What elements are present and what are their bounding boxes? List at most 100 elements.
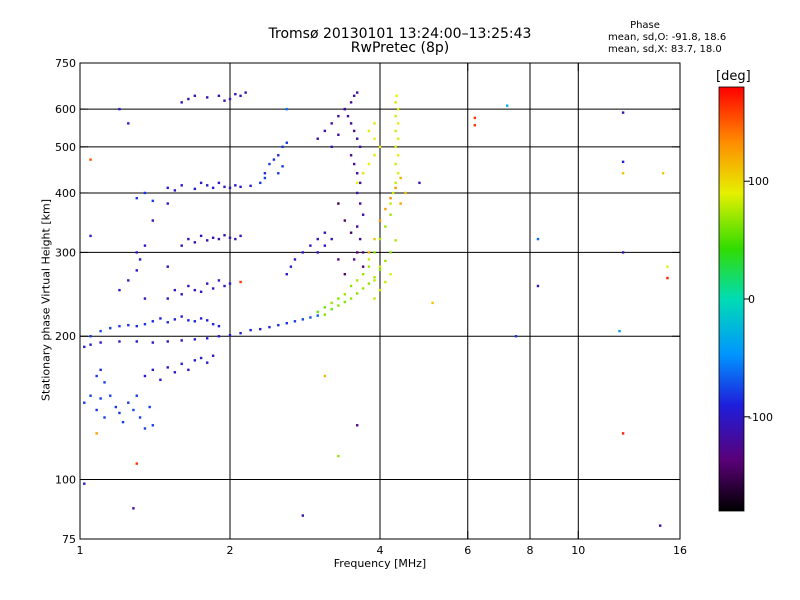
data-point bbox=[268, 325, 271, 329]
data-point bbox=[309, 316, 312, 319]
data-point bbox=[367, 282, 371, 285]
data-points bbox=[83, 91, 669, 527]
data-point bbox=[378, 288, 382, 292]
data-point bbox=[355, 279, 359, 282]
data-point bbox=[118, 107, 121, 111]
data-point bbox=[361, 251, 365, 254]
data-point bbox=[234, 237, 237, 241]
x-tick-label: 2 bbox=[227, 544, 234, 557]
data-point bbox=[373, 237, 376, 241]
data-point bbox=[658, 524, 662, 527]
data-point bbox=[95, 374, 98, 378]
data-point bbox=[389, 196, 392, 200]
data-point bbox=[249, 184, 252, 188]
data-point bbox=[316, 251, 319, 254]
data-point bbox=[404, 191, 407, 195]
data-point bbox=[277, 323, 280, 327]
data-point bbox=[135, 462, 138, 465]
data-point bbox=[396, 107, 400, 111]
data-point bbox=[135, 324, 138, 328]
data-point bbox=[323, 374, 327, 378]
data-point bbox=[89, 234, 92, 238]
data-point bbox=[343, 273, 347, 276]
data-point bbox=[358, 145, 362, 149]
data-point bbox=[211, 322, 215, 326]
data-point bbox=[118, 340, 121, 343]
data-point bbox=[151, 368, 155, 372]
phase-stats-o: mean, sd,O: -91.8, 18.6 bbox=[608, 32, 727, 43]
data-point bbox=[355, 251, 359, 254]
data-point bbox=[316, 310, 319, 314]
data-point bbox=[217, 279, 221, 282]
data-point bbox=[180, 101, 183, 104]
axis-ticks bbox=[79, 62, 681, 540]
data-point bbox=[180, 293, 183, 296]
data-point bbox=[394, 114, 397, 118]
data-point bbox=[621, 160, 625, 164]
data-point bbox=[396, 122, 400, 125]
data-point bbox=[316, 314, 319, 317]
data-point bbox=[166, 297, 169, 300]
data-point bbox=[352, 162, 356, 166]
data-point bbox=[228, 97, 232, 101]
data-point bbox=[180, 244, 183, 247]
data-point bbox=[389, 251, 392, 254]
data-point bbox=[239, 280, 242, 284]
data-point bbox=[293, 258, 297, 261]
data-point bbox=[263, 176, 267, 180]
data-point bbox=[361, 287, 365, 290]
data-point bbox=[337, 297, 340, 300]
colorbar-tick-label: 0 bbox=[748, 293, 755, 306]
data-point bbox=[367, 162, 371, 166]
data-point bbox=[361, 265, 365, 268]
data-point bbox=[666, 265, 669, 268]
data-point bbox=[187, 97, 190, 101]
data-point bbox=[473, 124, 477, 127]
data-point bbox=[217, 335, 221, 338]
x-axis-label: Frequency [MHz] bbox=[333, 557, 427, 570]
data-point bbox=[199, 317, 203, 320]
data-point bbox=[343, 219, 347, 222]
data-point bbox=[151, 341, 155, 344]
data-point bbox=[180, 184, 183, 187]
data-point bbox=[330, 122, 333, 125]
data-point bbox=[285, 141, 288, 144]
data-point bbox=[127, 323, 130, 327]
data-point bbox=[99, 341, 102, 344]
data-point bbox=[118, 411, 121, 415]
data-point bbox=[193, 288, 197, 292]
colorbar-tick-label: -100 bbox=[748, 411, 773, 424]
data-point bbox=[346, 114, 350, 118]
data-point bbox=[323, 313, 327, 316]
data-point bbox=[193, 94, 197, 97]
grid-lines bbox=[80, 63, 680, 539]
data-point bbox=[361, 273, 365, 276]
y-tick-label: 300 bbox=[55, 246, 76, 259]
data-point bbox=[205, 184, 209, 187]
data-point bbox=[323, 244, 327, 247]
data-point bbox=[109, 326, 112, 330]
data-point bbox=[349, 154, 353, 157]
data-point bbox=[378, 145, 382, 149]
x-tick-label: 10 bbox=[571, 544, 585, 557]
data-point bbox=[621, 251, 625, 254]
phase-stats-title: Phase bbox=[630, 20, 660, 31]
data-point bbox=[621, 111, 625, 114]
data-point bbox=[217, 237, 221, 241]
data-point bbox=[205, 337, 209, 340]
data-point bbox=[239, 185, 242, 189]
data-point bbox=[205, 239, 209, 242]
data-point bbox=[536, 237, 540, 241]
data-point bbox=[355, 91, 359, 94]
data-point bbox=[394, 186, 397, 190]
data-point bbox=[349, 231, 353, 234]
data-point bbox=[259, 327, 262, 331]
data-point bbox=[349, 284, 353, 288]
data-point bbox=[514, 335, 518, 338]
data-point bbox=[330, 301, 333, 305]
data-point bbox=[223, 185, 226, 189]
x-tick-label: 4 bbox=[377, 544, 384, 557]
data-point bbox=[349, 101, 353, 104]
data-point bbox=[103, 416, 106, 419]
data-point bbox=[396, 137, 400, 140]
